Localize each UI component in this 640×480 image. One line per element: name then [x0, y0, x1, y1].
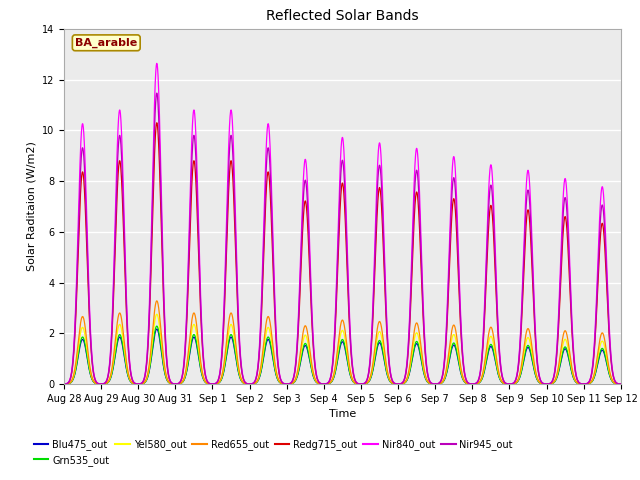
X-axis label: Time: Time [329, 409, 356, 419]
Title: Reflected Solar Bands: Reflected Solar Bands [266, 10, 419, 24]
Text: BA_arable: BA_arable [75, 37, 138, 48]
Y-axis label: Solar Raditaion (W/m2): Solar Raditaion (W/m2) [26, 142, 36, 271]
Legend: Blu475_out, Grn535_out, Yel580_out, Red655_out, Redg715_out, Nir840_out, Nir945_: Blu475_out, Grn535_out, Yel580_out, Red6… [30, 435, 516, 469]
